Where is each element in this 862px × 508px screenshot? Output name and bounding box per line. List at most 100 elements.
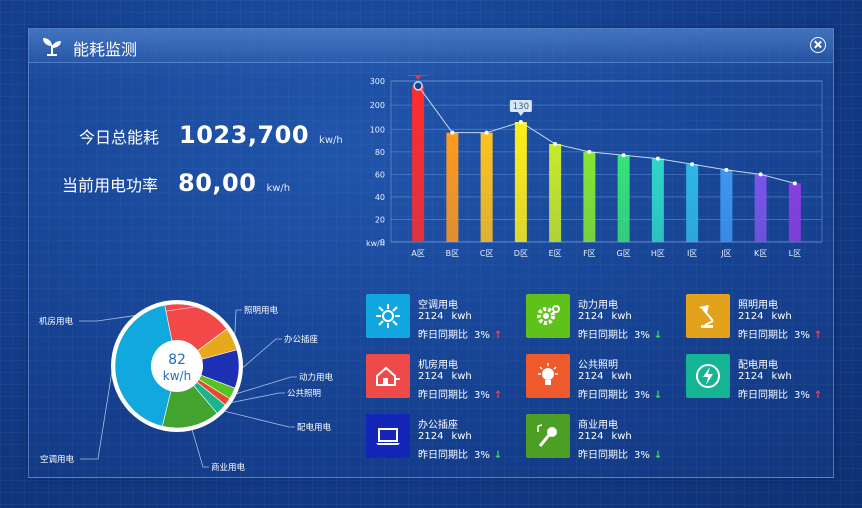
bar-C区: [480, 132, 493, 242]
laptop-icon: [366, 414, 410, 458]
pie-label-空调用电: 空调用电: [40, 454, 75, 465]
trend-point-L区: [792, 181, 797, 186]
pie-center-value: 82: [168, 352, 186, 368]
energy-card-6[interactable]: 配电用电 2124 kwh 昨日同期比 3% ↑: [686, 354, 836, 402]
annotation-box: [407, 75, 429, 76]
card-amount-value: 2124: [418, 431, 444, 442]
card-compare-label: 昨日同期比: [738, 330, 788, 341]
close-icon[interactable]: [810, 37, 826, 53]
highlight-point: [413, 81, 423, 91]
pie-leader-line: [229, 392, 285, 404]
card-compare-value: 3%: [634, 450, 650, 461]
bar-H区: [651, 158, 664, 242]
trend-point-H区: [655, 156, 660, 161]
card-amount: 2124 kwh: [578, 371, 632, 382]
power-lightning-icon: [686, 354, 730, 398]
pie-leader-line: [80, 364, 114, 460]
card-amount: 2124 kwh: [418, 371, 472, 382]
card-name: 空调用电: [418, 300, 458, 311]
y-tick-label: 20: [375, 215, 385, 224]
y-tick-label: 40: [375, 193, 385, 202]
card-amount-value: 2124: [578, 371, 604, 382]
current-power-label: 当前用电功率: [62, 176, 159, 195]
energy-card-7[interactable]: 办公插座 2124 kwh 昨日同期比 3% ↓: [366, 414, 516, 462]
trend-point-D区: [518, 120, 523, 125]
card-amount: 2124 kwh: [738, 311, 792, 322]
pie-label-照明用电: 照明用电: [244, 305, 279, 316]
energy-card-4[interactable]: 机房用电 2124 kwh 昨日同期比 3% ↑: [366, 354, 516, 402]
card-compare: 昨日同期比 3% ↓: [578, 386, 662, 401]
arrow-down-icon: ↓: [653, 450, 663, 461]
desk-lamp-icon: [686, 294, 730, 338]
card-compare-label: 昨日同期比: [578, 390, 628, 401]
card-amount-unit: kwh: [451, 311, 472, 322]
x-tick-label: F区: [583, 249, 596, 258]
annotation-label: 130: [513, 102, 529, 112]
panel-header: 能耗监测: [29, 29, 833, 63]
card-compare: 昨日同期比 3% ↓: [578, 446, 662, 461]
pie-label-商业用电: 商业用电: [211, 462, 246, 473]
card-amount: 2124 kwh: [738, 371, 792, 382]
trend-point-J区: [724, 167, 729, 172]
pie-label-动力用电: 动力用电: [299, 372, 334, 383]
x-tick-label: G区: [617, 249, 631, 258]
energy-card-1[interactable]: 空调用电 2124 kwh 昨日同期比 3% ↑: [366, 294, 516, 342]
annotation-pointer: [517, 112, 524, 117]
card-name: 配电用电: [738, 360, 778, 371]
pie-label-公共照明: 公共照明: [287, 389, 321, 399]
energy-monitor-panel: 能耗监测 今日总能耗 1023,700 kw/h 当前用电功率 80,00 kw…: [28, 28, 834, 478]
x-tick-label: B区: [446, 249, 460, 258]
card-amount-value: 2124: [578, 311, 604, 322]
x-tick-label: I区: [687, 249, 697, 258]
x-tick-label: H区: [651, 249, 665, 258]
x-tick-label: K区: [754, 249, 767, 258]
energy-card-2[interactable]: 动力用电 2124 kwh 昨日同期比 3% ↓: [526, 294, 676, 342]
y-tick-label: 100: [370, 125, 385, 134]
arrow-up-icon: ↑: [493, 390, 503, 401]
arrow-up-icon: ↑: [493, 330, 503, 341]
card-compare: 昨日同期比 3% ↑: [418, 326, 502, 341]
pie-leader-line: [234, 376, 297, 395]
annotation-box: [509, 100, 532, 113]
energy-card-3[interactable]: 照明用电 2124 kwh 昨日同期比 3% ↑: [686, 294, 836, 342]
card-name: 照明用电: [738, 300, 778, 311]
card-amount-value: 2124: [738, 311, 764, 322]
leaf-plant-icon: [43, 38, 61, 56]
current-power-value: 80,00: [178, 169, 257, 197]
bar-I区: [686, 164, 699, 242]
card-compare: 昨日同期比 3% ↓: [418, 446, 502, 461]
card-amount-unit: kwh: [771, 311, 792, 322]
air-conditioner-icon: [366, 294, 410, 338]
pie-label-配电用电: 配电用电: [297, 422, 332, 433]
card-amount-value: 2124: [578, 431, 604, 442]
total-energy-label: 今日总能耗: [79, 128, 160, 147]
x-tick-label: A区: [411, 249, 424, 258]
card-compare-value: 3%: [794, 390, 810, 401]
energy-card-5[interactable]: 公共照明 2124 kwh 昨日同期比 3% ↓: [526, 354, 676, 402]
card-compare: 昨日同期比 3% ↑: [738, 326, 822, 341]
trend-point-B区: [450, 130, 455, 135]
card-amount-unit: kwh: [611, 311, 632, 322]
arrow-down-icon: ↓: [653, 330, 663, 341]
card-name: 商业用电: [578, 420, 618, 431]
card-compare: 昨日同期比 3% ↑: [738, 386, 822, 401]
house-plug-icon: [366, 354, 410, 398]
pie-label-办公插座: 办公插座: [284, 334, 319, 345]
card-amount-unit: kwh: [771, 371, 792, 382]
annotation-label: 280: [410, 75, 426, 76]
card-name: 公共照明: [578, 360, 618, 371]
pie-center: [151, 340, 203, 392]
card-amount-value: 2124: [738, 371, 764, 382]
trend-point-K区: [758, 172, 763, 177]
plot-frame: [390, 80, 823, 243]
x-tick-label: E区: [549, 249, 562, 258]
arrow-up-icon: ↑: [813, 390, 823, 401]
x-tick-label: C区: [480, 249, 494, 258]
x-tick-label: J区: [720, 249, 731, 258]
bar-K区: [754, 174, 767, 242]
pie-center-unit: kw/h: [163, 369, 191, 383]
card-compare-label: 昨日同期比: [578, 450, 628, 461]
pie-leader-line: [240, 338, 282, 370]
energy-card-8[interactable]: 商业用电 2124 kwh 昨日同期比 3% ↓: [526, 414, 676, 462]
card-amount-unit: kwh: [611, 371, 632, 382]
